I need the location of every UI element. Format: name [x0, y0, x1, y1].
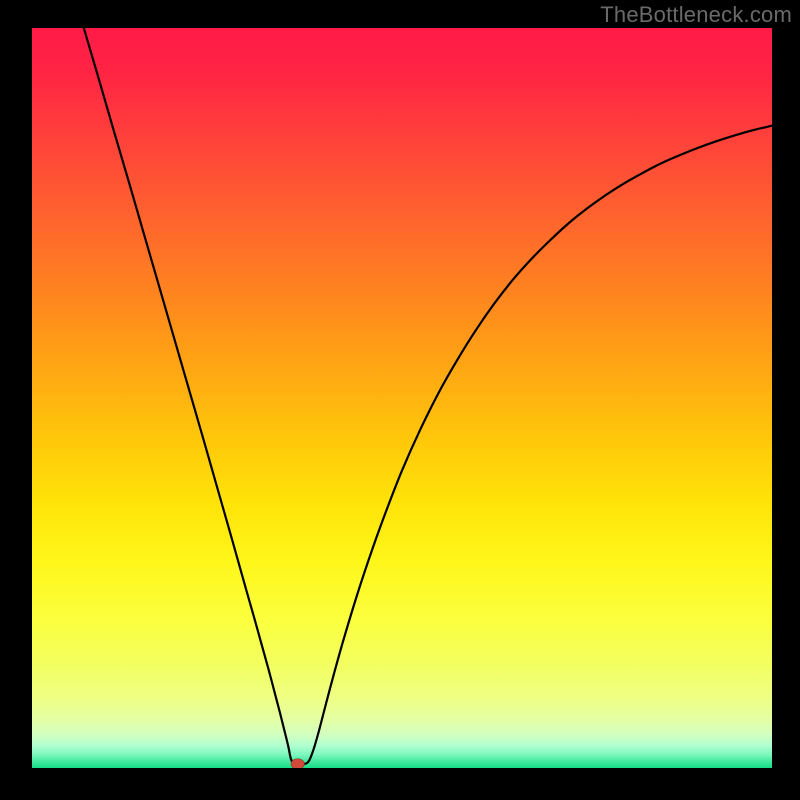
plot-area	[32, 28, 772, 768]
bottleneck-curve-chart	[32, 28, 772, 768]
watermark-text: TheBottleneck.com	[600, 2, 792, 28]
optimum-marker	[291, 759, 304, 768]
chart-canvas: TheBottleneck.com	[0, 0, 800, 800]
gradient-background	[32, 28, 772, 768]
